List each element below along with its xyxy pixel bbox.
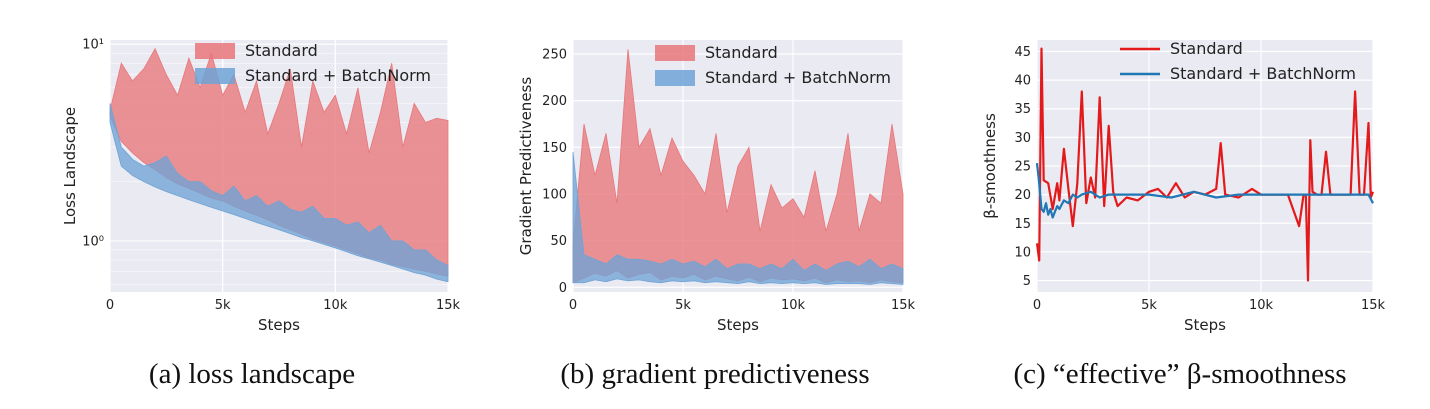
y-tick-label: 15: [1014, 217, 1031, 232]
legend-swatch: [195, 68, 235, 84]
y-tick-label: 200: [542, 94, 567, 109]
y-tick-label: 150: [542, 141, 567, 156]
x-tick-label: 10k: [323, 298, 348, 313]
legend-label: Standard: [1170, 39, 1243, 58]
x-tick-label: 15k: [891, 298, 916, 313]
y-tick-label: 100: [542, 188, 567, 203]
legend-swatch: [655, 70, 695, 86]
legend-swatch: [655, 45, 695, 61]
y-tick-label: 5: [1023, 274, 1031, 289]
x-tick-label: 10k: [781, 298, 806, 313]
y-tick-label: 250: [542, 48, 567, 63]
legend-label: Standard + BatchNorm: [245, 66, 431, 85]
y-tick-label: 10: [1014, 245, 1031, 260]
caption-a: (a) loss landscape: [148, 358, 356, 390]
y-tick-label: 30: [1014, 131, 1031, 146]
y-tick-label: 10¹: [82, 38, 104, 53]
x-tick-label: 0: [1033, 298, 1041, 313]
x-tick-label: 10k: [1249, 298, 1274, 313]
legend-label: Standard: [705, 43, 778, 62]
x-tick-label: 5k: [215, 298, 231, 313]
series-line-0: [1035, 47, 1375, 282]
y-tick-label: 25: [1014, 160, 1031, 175]
legend-swatch: [195, 43, 235, 59]
x-tick-label: 0: [106, 298, 114, 313]
x-tick-label: 15k: [436, 298, 461, 313]
x-axis-label: Steps: [1184, 316, 1226, 334]
legend-label: Standard: [245, 41, 318, 60]
y-axis-label: Gradient Predictiveness: [517, 77, 535, 256]
legend-label: Standard + BatchNorm: [705, 68, 891, 87]
x-tick-label: 5k: [675, 298, 691, 313]
y-tick-label: 45: [1014, 45, 1031, 60]
y-axis-label: β-smoothness: [981, 113, 999, 219]
y-tick-label: 0: [559, 281, 567, 296]
x-tick-label: 0: [569, 298, 577, 313]
series-band-1: [109, 103, 449, 283]
x-tick-label: 15k: [1361, 298, 1386, 313]
y-tick-label: 40: [1014, 74, 1031, 89]
x-axis-label: Steps: [717, 316, 759, 334]
y-tick-label: 35: [1014, 102, 1031, 117]
y-tick-label: 10⁰: [82, 234, 104, 249]
caption-b: (b) gradient predictiveness: [560, 358, 870, 390]
chart-0: 0 5k 10k 15k 10⁰ 10¹ Steps Loss Landscape Standa…: [61, 38, 461, 334]
y-tick-label: 20: [1014, 188, 1031, 203]
series-band-1: [572, 151, 904, 285]
legend-label: Standard + BatchNorm: [1170, 64, 1356, 83]
chart-2: 0 5k 10k 15k 5 10 15 20 25 30 35 40 45 Steps β-smoothn…: [981, 39, 1386, 334]
series-line-1: [1035, 162, 1374, 219]
caption-c: (c) “effective” β-smoothness: [1013, 358, 1347, 390]
y-tick-label: 50: [550, 234, 567, 249]
chart-1: 0 5k 10k 15k 0 50 100 150 200 250 Steps Gradient Pr…: [517, 40, 916, 334]
y-axis-label: Loss Landscape: [61, 107, 79, 225]
x-axis-label: Steps: [258, 316, 300, 334]
x-tick-label: 5k: [1141, 298, 1157, 313]
